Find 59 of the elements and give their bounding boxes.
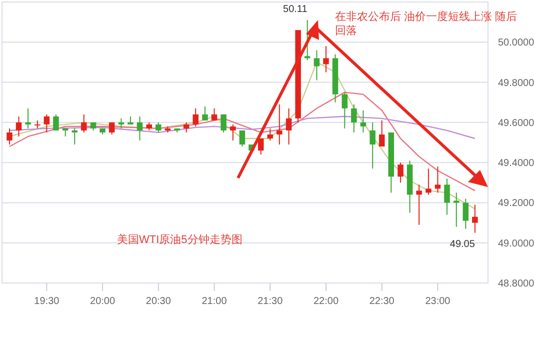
candlestick: [434, 166, 441, 194]
candlestick: [416, 184, 422, 226]
x-tick-label: 21:00: [202, 296, 228, 307]
annotation: 在非农公布后 油价一度短线上涨 随后回落: [335, 10, 518, 37]
candlestick: [211, 108, 218, 121]
line-series: [8, 92, 476, 192]
candlestick: [342, 92, 348, 129]
y-tick-label: 49.0000: [498, 238, 535, 250]
candlestick: [25, 108, 31, 129]
candlestick: [286, 108, 292, 146]
candlestick: [378, 120, 385, 148]
candlestick: [351, 104, 357, 133]
candlestick: [444, 178, 450, 216]
candlestick: [267, 128, 274, 141]
x-tick-label: 22:30: [369, 296, 395, 307]
candlestick: [108, 122, 115, 135]
candlestick: [258, 138, 264, 156]
candlestick: [81, 114, 87, 133]
annotation: 50.11: [283, 4, 308, 16]
candlestick: [44, 114, 50, 133]
y-tick-label: 48.8000: [498, 278, 535, 290]
candlestick: [192, 108, 198, 127]
candlestick: [136, 116, 143, 141]
y-tick-label: 49.6000: [498, 118, 535, 129]
candlestick: [370, 122, 376, 170]
candlestick: [360, 110, 366, 133]
candlestick: [323, 46, 329, 73]
candlestick: [239, 130, 246, 148]
candlestick: [472, 204, 478, 234]
x-tick-label: 22:00: [313, 296, 339, 307]
candlestick: [314, 50, 320, 81]
candlestick: [156, 122, 162, 133]
text: 美国WTI原油5分钟走势图: [117, 233, 242, 246]
x-tick-label: 23:00: [425, 296, 451, 307]
x-tick-label: 19:30: [34, 296, 60, 307]
x-tick-label: 21:30: [258, 296, 284, 307]
candlestick: [304, 20, 310, 61]
candlestick: [454, 192, 460, 228]
candlestick: [53, 114, 59, 131]
candlestick: [426, 168, 432, 196]
candlestick: [183, 122, 190, 133]
candlestick: [398, 162, 404, 184]
annotation: 49.05: [450, 238, 476, 250]
y-tick-label: 49.2000: [498, 198, 535, 210]
candlestick: [462, 198, 469, 230]
x-tick-label: 20:30: [146, 296, 172, 307]
y-tick-label: 50.0000: [498, 38, 535, 49]
candlestick: [118, 118, 124, 129]
candlestick: [6, 128, 12, 146]
x-tick-label: 20:00: [90, 296, 116, 307]
candlestick: [220, 114, 226, 133]
line-series: [8, 116, 476, 140]
y-tick-label: 49.4000: [498, 158, 535, 170]
candlestick: [276, 104, 282, 146]
candlestick: [202, 106, 208, 121]
candlestick: [72, 128, 78, 146]
candlestick: [16, 116, 22, 137]
candlestick: [230, 124, 236, 141]
y-tick-label: 49.8000: [498, 78, 535, 89]
